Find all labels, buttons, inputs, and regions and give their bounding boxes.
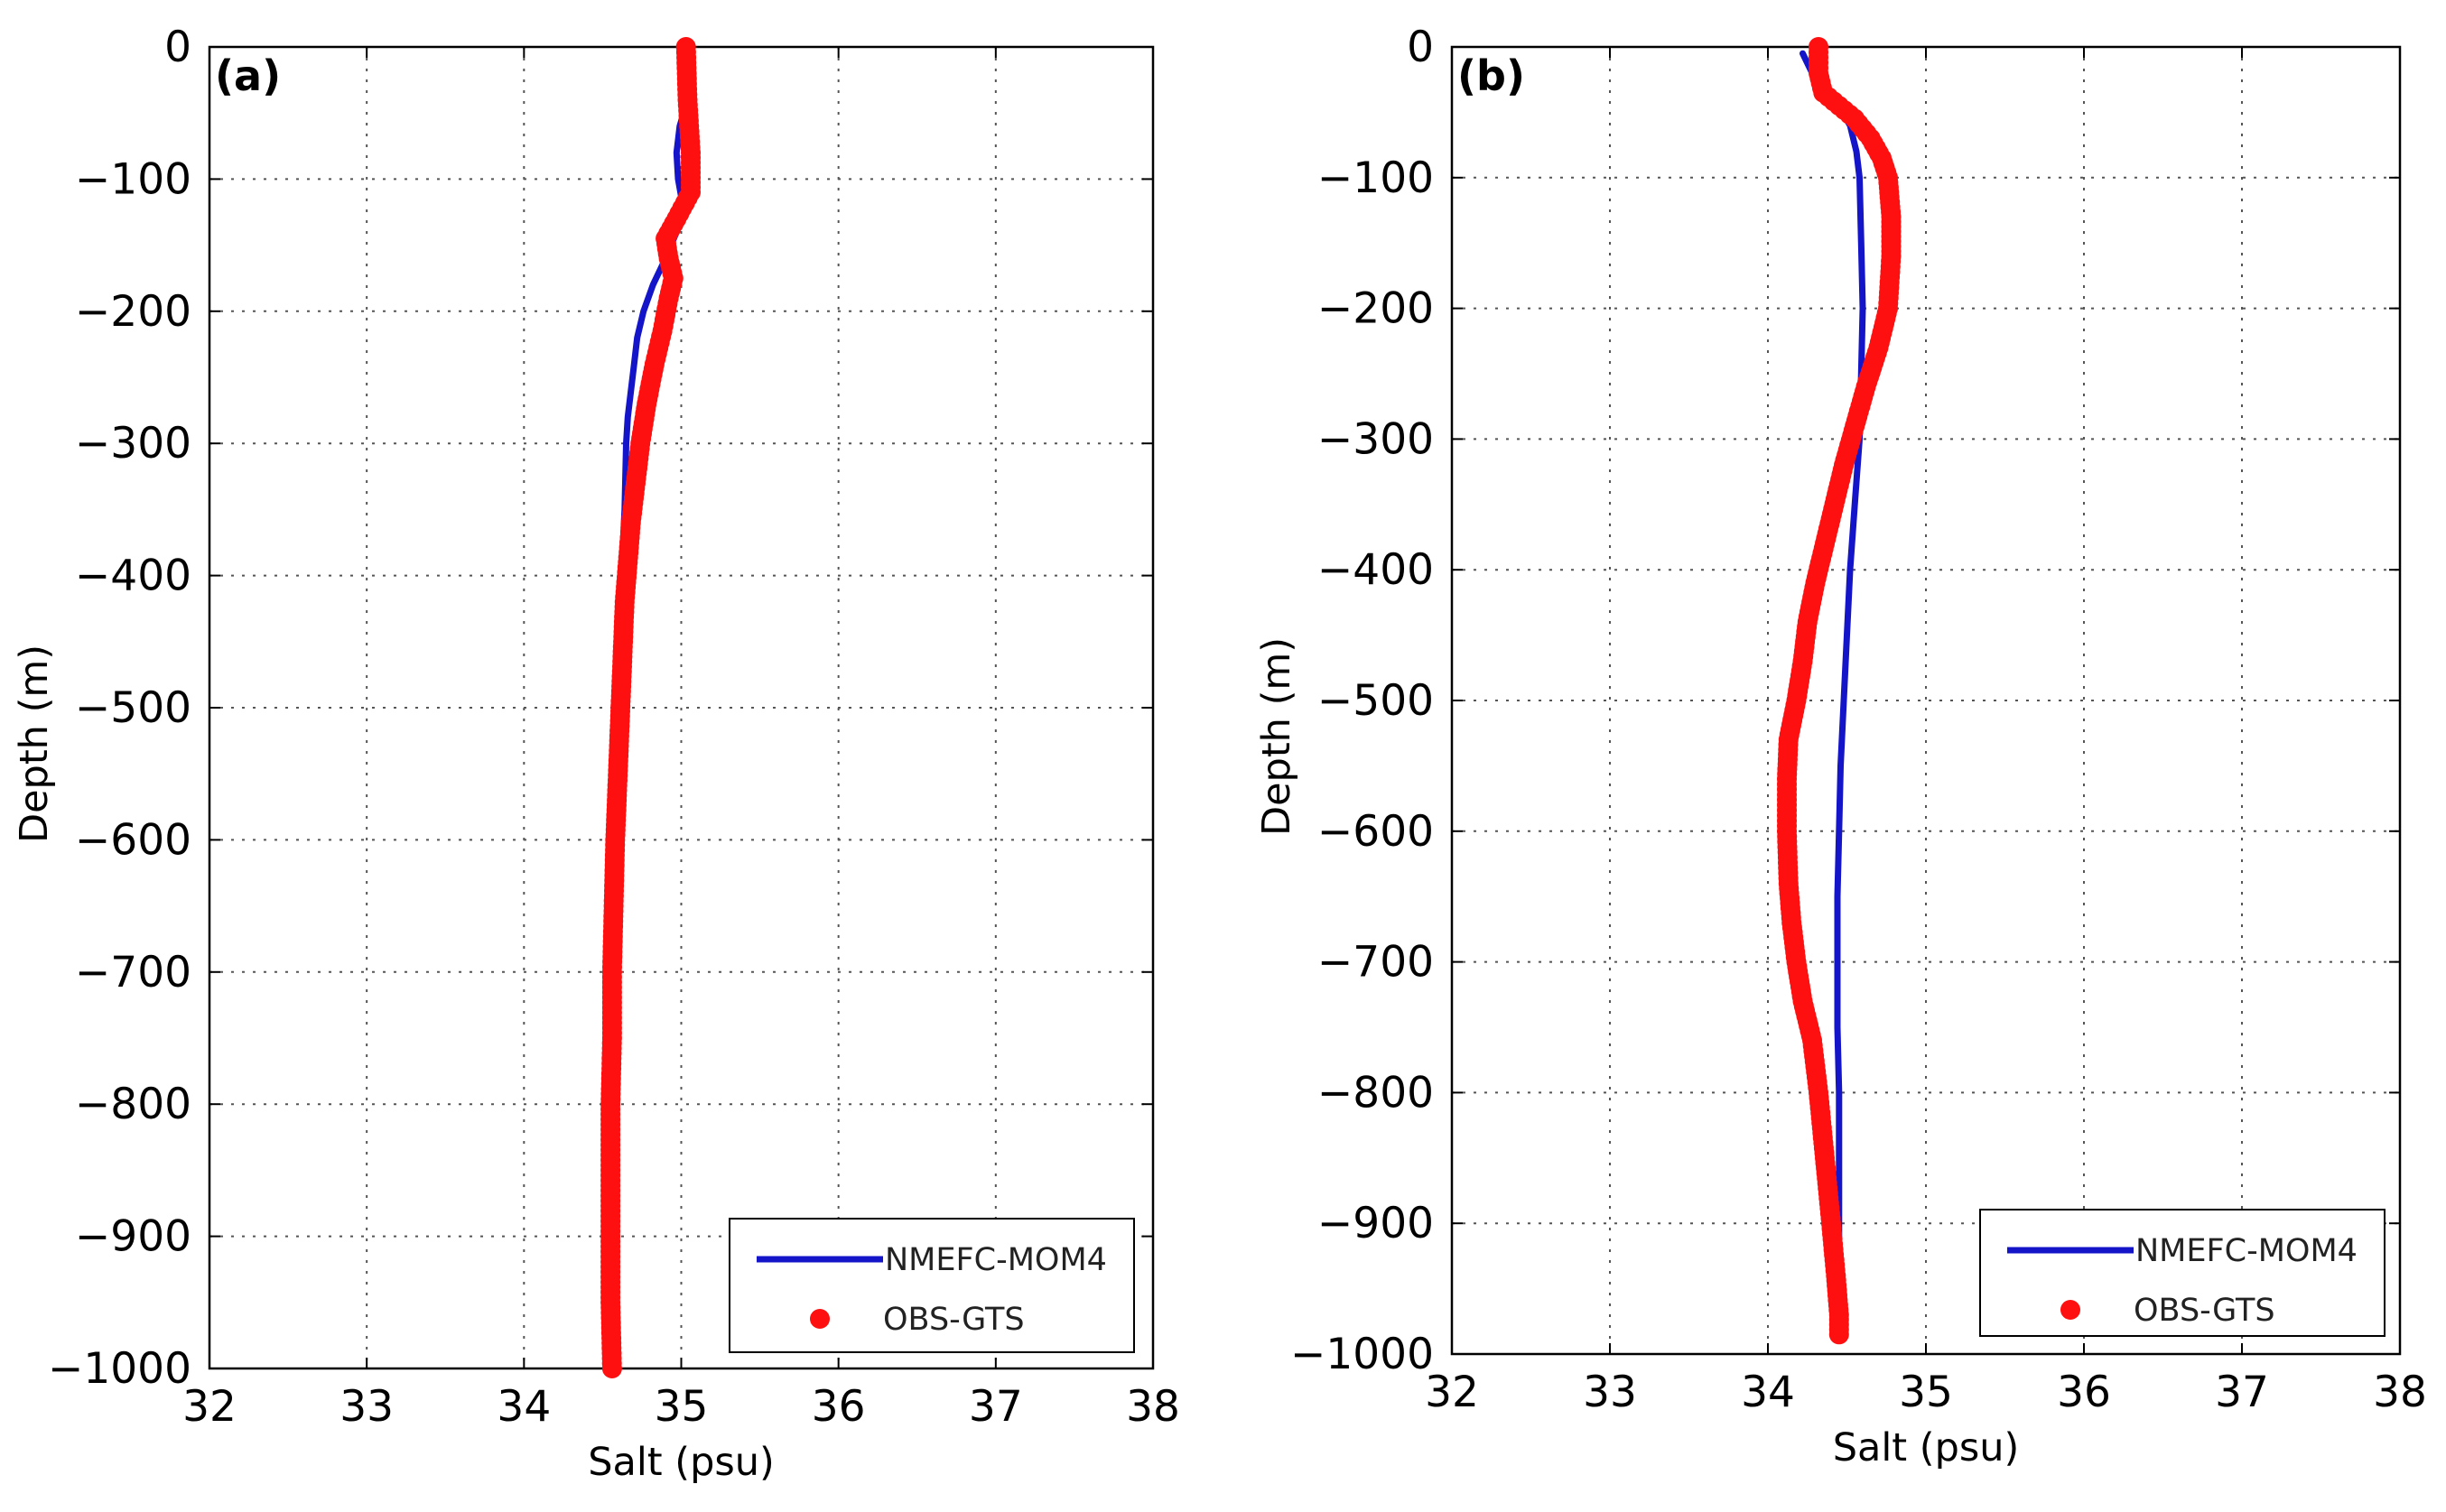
- panel-label: (a): [215, 51, 281, 100]
- x-tick-label: 35: [1899, 1368, 1953, 1417]
- x-tick-label: 38: [1126, 1382, 1180, 1432]
- y-tick-label: −200: [1317, 284, 1434, 334]
- y-tick-label: −1000: [1290, 1330, 1434, 1379]
- x-tick-label: 36: [812, 1382, 866, 1432]
- x-tick-label: 32: [1425, 1368, 1479, 1417]
- legend-label: OBS-GTS: [883, 1302, 1025, 1338]
- x-tick-label: 32: [182, 1382, 237, 1432]
- y-tick-label: −700: [75, 948, 191, 997]
- legend-label: NMEFC-MOM4: [885, 1242, 1107, 1278]
- y-tick-label: −100: [75, 154, 191, 204]
- obs-gts-point: [1828, 1324, 1849, 1345]
- obs-gts-point: [601, 1359, 622, 1378]
- legend-swatch-marker: [810, 1309, 830, 1329]
- y-tick-label: −200: [75, 287, 191, 337]
- y-tick-label: −800: [1317, 1068, 1434, 1118]
- y-axis-label: Depth (m): [12, 645, 57, 843]
- y-tick-label: −100: [1317, 153, 1434, 203]
- y-tick-label: −400: [1317, 545, 1434, 595]
- x-tick-label: 34: [497, 1382, 551, 1432]
- legend-swatch-marker: [2060, 1300, 2080, 1320]
- y-tick-label: −800: [75, 1080, 191, 1129]
- y-tick-label: 0: [164, 23, 191, 72]
- y-tick-label: −500: [75, 683, 191, 733]
- series-line-nmefc-mom4: [1800, 50, 1866, 1338]
- panel-label: (b): [1457, 51, 1525, 100]
- x-axis-label: Salt (psu): [1833, 1425, 2020, 1470]
- y-tick-label: −300: [75, 419, 191, 468]
- legend-box: [729, 1218, 1135, 1353]
- x-tick-label: 35: [655, 1382, 709, 1432]
- x-tick-label: 36: [2057, 1368, 2111, 1417]
- x-axis-label: Salt (psu): [588, 1440, 775, 1485]
- legend-box: [1979, 1209, 2386, 1337]
- y-tick-label: −400: [75, 552, 191, 601]
- x-tick-label: 33: [339, 1382, 394, 1432]
- y-tick-label: −900: [75, 1212, 191, 1262]
- x-tick-label: 34: [1741, 1368, 1795, 1417]
- y-tick-label: −1000: [48, 1344, 191, 1394]
- y-tick-label: −600: [75, 815, 191, 865]
- y-tick-label: −600: [1317, 807, 1434, 857]
- legend-label: OBS-GTS: [2134, 1293, 2275, 1329]
- y-tick-label: −500: [1317, 676, 1434, 726]
- chart-b: 32 33 34 35 36 37 38 0 −100 −200 −300 −400 −500 −600 −…: [1254, 23, 2427, 1470]
- y-tick-label: −900: [1317, 1199, 1434, 1248]
- y-tick-label: −300: [1317, 414, 1434, 464]
- legend-label: NMEFC-MOM4: [2135, 1233, 2358, 1269]
- x-tick-label: 37: [2215, 1368, 2269, 1417]
- x-tick-label: 33: [1583, 1368, 1637, 1417]
- y-axis-label: Depth (m): [1254, 637, 1299, 836]
- y-tick-label: −700: [1317, 938, 1434, 988]
- x-tick-label: 37: [969, 1382, 1023, 1432]
- y-tick-label: 0: [1407, 23, 1434, 72]
- x-tick-label: 38: [2373, 1368, 2427, 1417]
- chart-a: 32 33 34 35 36 37 38 0 −100 −200 −300 −400 −500 −600 −…: [12, 23, 1180, 1485]
